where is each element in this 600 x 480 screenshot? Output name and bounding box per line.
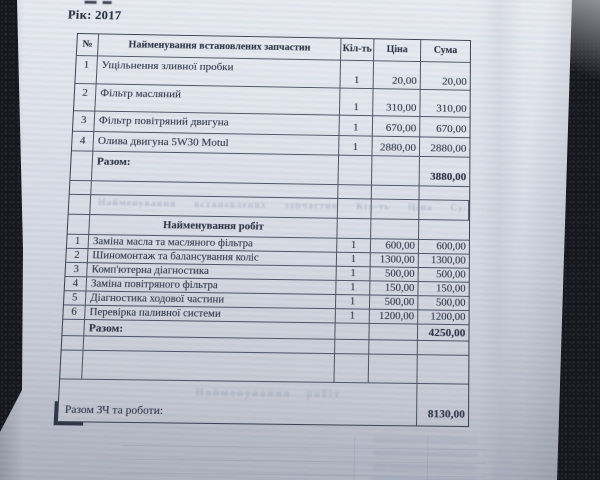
cell-qty: 1 bbox=[337, 238, 372, 253]
cell-qty: 1 bbox=[339, 136, 373, 156]
cell-sum: 2880,00 bbox=[430, 142, 467, 155]
cell-sum: 1200,00 bbox=[430, 311, 466, 323]
cell-sum: 500,00 bbox=[436, 268, 466, 281]
cell-price: 600,00 bbox=[370, 239, 420, 253]
cell-num: 2 bbox=[74, 84, 97, 111]
paper-crease bbox=[478, 0, 524, 480]
header-price: Ціна bbox=[374, 39, 422, 62]
cell-sum: 1300,00 bbox=[430, 254, 466, 267]
cell-sum: 500,00 bbox=[435, 296, 466, 309]
cell-num: 5 bbox=[64, 291, 87, 305]
cell-sum: 20,00 bbox=[441, 75, 467, 88]
parts-total-label: Разом: bbox=[91, 151, 340, 185]
cell-num: 4 bbox=[71, 131, 95, 151]
grand-total-row: Разом ЗЧ та роботи: Найменування робіт 8… bbox=[57, 379, 468, 426]
cell-price bbox=[371, 156, 420, 186]
header-sum: Сума bbox=[433, 45, 458, 56]
cell-price: 1300,00 bbox=[370, 253, 419, 267]
cell-sum: 600,00 bbox=[436, 240, 466, 253]
header-name: Найменування встановлених запчастин bbox=[98, 34, 342, 60]
ghost-grid bbox=[119, 432, 486, 480]
cell-price: 150,00 bbox=[370, 281, 419, 296]
cell-price: 2880,00 bbox=[372, 136, 421, 156]
cell-num: 1 bbox=[66, 234, 90, 249]
ghost-smudge bbox=[372, 436, 478, 480]
cell-num: 3 bbox=[65, 262, 88, 277]
cell-num: 1 bbox=[75, 56, 98, 84]
cell-qty: 1 bbox=[336, 266, 371, 281]
cell-num bbox=[70, 151, 94, 181]
cell-price: 500,00 bbox=[369, 295, 419, 310]
cell-qty: 1 bbox=[336, 252, 371, 267]
bleedthrough-works-text: Найменування робіт bbox=[195, 387, 342, 401]
header-qty: Кіл-ть bbox=[341, 38, 375, 61]
cell-name: Фільтр повітряний двигуна bbox=[94, 111, 340, 136]
cell-qty: 1 bbox=[339, 115, 374, 136]
grand-total-value: 8130,00 bbox=[427, 407, 465, 421]
cell-qty: 1 bbox=[335, 309, 370, 323]
cell-price: 310,00 bbox=[373, 89, 421, 116]
works-section-title: Найменування робіт bbox=[89, 215, 338, 238]
cell-qty bbox=[338, 155, 373, 185]
cell-qty: 1 bbox=[340, 60, 375, 89]
cell-sum: 150,00 bbox=[436, 282, 466, 295]
cell-name: Олива двигуна 5W30 Motul bbox=[93, 132, 340, 155]
cell-num: 3 bbox=[72, 111, 96, 132]
works-total-value: 4250,00 bbox=[428, 326, 466, 339]
header-num: № bbox=[76, 33, 100, 56]
cell-price: 670,00 bbox=[372, 116, 421, 137]
cell-price: 500,00 bbox=[370, 267, 419, 282]
cell-qty: 1 bbox=[336, 280, 371, 295]
cell-num: 6 bbox=[63, 305, 86, 320]
cell-name: Фільтр масляний bbox=[95, 84, 341, 115]
invoice-document: Рік: 2017 № Найменування встановлених за… bbox=[53, 0, 486, 480]
table-corner-mark bbox=[53, 401, 85, 426]
cell-num: 2 bbox=[66, 248, 89, 263]
cell-price: 1200,00 bbox=[369, 309, 419, 324]
parts-total-value: 3880,00 bbox=[430, 170, 467, 184]
cell-price: 20,00 bbox=[373, 61, 421, 89]
cell-qty: 1 bbox=[339, 88, 374, 116]
cell-num: 4 bbox=[64, 277, 88, 291]
cell-sum: 670,00 bbox=[436, 123, 467, 136]
year-line: Рік: 2017 bbox=[67, 8, 122, 23]
cell-qty: 1 bbox=[335, 295, 371, 309]
invoice-table: № Найменування встановлених запчастин Кі… bbox=[56, 33, 471, 428]
cell-name: Ущільнення зливної пробки bbox=[96, 56, 342, 88]
cell-sum: 310,00 bbox=[436, 102, 467, 115]
